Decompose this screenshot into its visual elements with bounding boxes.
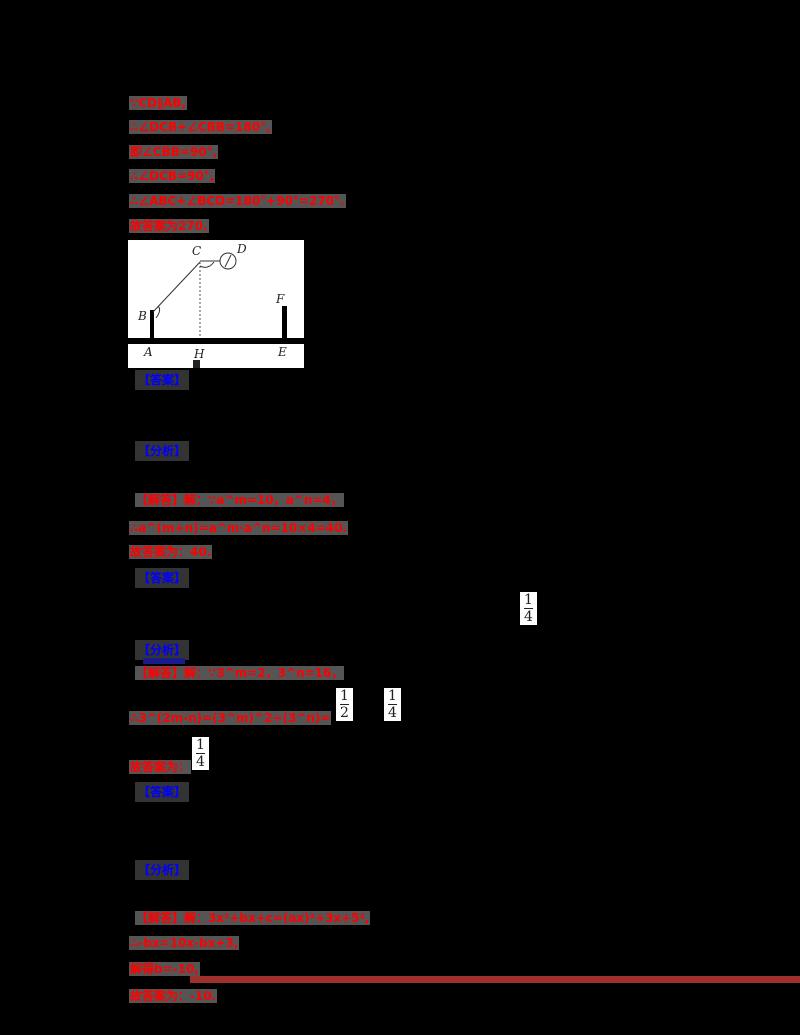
solution-line: 【解答】解：∵3^m=2，3^n=16， bbox=[135, 665, 345, 682]
solution-text: 即∠CBB=90°, bbox=[129, 145, 219, 159]
geometry-figure: B C D F A H E bbox=[128, 240, 304, 368]
label-c: C bbox=[192, 244, 201, 258]
solution-line: ∴a^(m+n)=a^m·a^n=10×4=40. bbox=[129, 520, 349, 537]
label-f: F bbox=[275, 292, 285, 306]
fraction-numerator: 1 bbox=[524, 592, 533, 609]
geometry-diagram: B C D F A H E bbox=[128, 242, 304, 368]
solution-line: 解得b=-10, bbox=[129, 961, 200, 978]
solution-text: 故答案为270. bbox=[129, 219, 209, 233]
solution-text: ∴3^(2m-n)=(3^m)^2÷(3^n)= bbox=[129, 711, 332, 725]
answer-tag: 【答案】 bbox=[135, 568, 190, 588]
solution-text: ∵CD∥AB, bbox=[129, 96, 188, 110]
label-a: A bbox=[143, 345, 153, 359]
label-h: H bbox=[193, 347, 205, 361]
fraction-numerator: 1 bbox=[340, 688, 349, 705]
solution-line: 即∠CBB=90°, bbox=[129, 144, 219, 161]
fraction-denominator: 4 bbox=[388, 705, 397, 721]
solution-text: 【解答】解：∵3^m=2，3^n=16， bbox=[135, 666, 345, 680]
label-d: D bbox=[236, 242, 247, 256]
solution-line: ∵CD∥AB, bbox=[129, 95, 188, 112]
solution-line: 【解答】解：∵a^m=10，a^n=4， bbox=[135, 492, 344, 509]
fraction-one-half: 1 2 bbox=[336, 688, 353, 721]
answer-tag: 【答案】 bbox=[135, 782, 190, 802]
analysis-underline bbox=[143, 658, 185, 664]
fraction-numerator: 1 bbox=[196, 737, 205, 754]
label-e: E bbox=[277, 345, 287, 359]
fraction-denominator: 2 bbox=[340, 705, 349, 721]
solution-line: 故答案为270. bbox=[129, 218, 209, 235]
fraction-one-quarter: 1 4 bbox=[520, 592, 537, 625]
solution-line: ∴3^(2m-n)=(3^m)^2÷(3^n)= bbox=[129, 710, 332, 727]
solution-text: ∴a^(m+n)=a^m·a^n=10×4=40. bbox=[129, 521, 349, 535]
solution-text: 【解答】解：∵a^m=10，a^n=4， bbox=[135, 493, 344, 507]
label-b: B bbox=[137, 309, 147, 323]
solution-text: ∴∠DCB+∠CBB=180°, bbox=[129, 120, 272, 134]
analysis-tag: 【分析】 bbox=[135, 441, 190, 461]
solution-line: ∴-bx=10x-bx+3, bbox=[129, 935, 240, 952]
analysis-tag: 【分析】 bbox=[135, 640, 190, 660]
answer-fraction: 1 4 bbox=[192, 737, 209, 770]
solution-line: 故答案为：-10. bbox=[129, 988, 218, 1005]
solution-line: ∴∠ABC+∠BCD=180°+90°=270°. bbox=[129, 193, 346, 210]
solution-text: 故答案为： bbox=[129, 760, 192, 774]
solution-text: ∴∠ABC+∠BCD=180°+90°=270°. bbox=[129, 194, 346, 208]
solution-line: 故答案为： bbox=[129, 759, 192, 776]
solution-text: 解得b=-10, bbox=[129, 962, 200, 976]
fraction-denominator: 4 bbox=[524, 609, 533, 625]
solution-line: ∴∠DCB+∠CBB=180°, bbox=[129, 119, 272, 136]
answer-tag: 【答案】 bbox=[135, 370, 190, 390]
solution-line: 故答案为：40. bbox=[129, 544, 213, 561]
analysis-tag: 【分析】 bbox=[135, 860, 190, 880]
solution-line: ∴∠DCB=90°, bbox=[129, 168, 216, 185]
page-divider bbox=[190, 976, 800, 983]
fraction-denominator: 4 bbox=[196, 754, 205, 770]
solution-text: 故答案为：-10. bbox=[129, 989, 218, 1003]
fraction-one-quarter: 1 4 bbox=[384, 688, 401, 721]
solution-text: 【解答】解：3x²+bx+c=(ax)²+3x+5², bbox=[135, 911, 371, 925]
solution-text: ∴-bx=10x-bx+3, bbox=[129, 936, 240, 950]
fraction-numerator: 1 bbox=[388, 688, 397, 705]
solution-text: 故答案为：40. bbox=[129, 545, 213, 559]
solution-text: ∴∠DCB=90°, bbox=[129, 169, 216, 183]
solution-line: 【解答】解：3x²+bx+c=(ax)²+3x+5², bbox=[135, 910, 371, 927]
